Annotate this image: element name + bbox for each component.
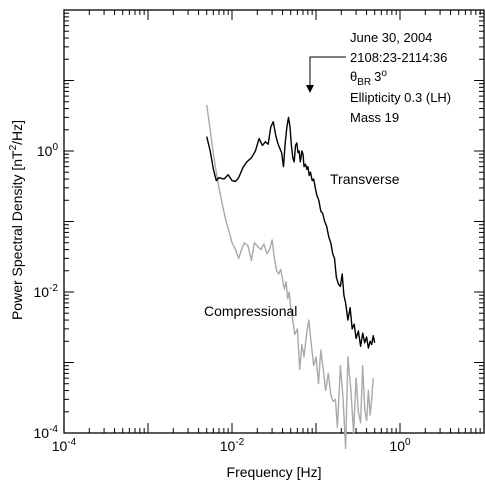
- x-tick-label: 10-4: [52, 437, 77, 454]
- annotation-ellipticity: Ellipticity 0.3 (LH): [350, 90, 451, 105]
- y-axis-label: Power Spectral Density [nT2/Hz]: [8, 120, 25, 320]
- x-tick-label: 10-2: [220, 437, 245, 454]
- theta-degree: o: [381, 68, 387, 79]
- annotation-time-range: 2108:23-2114:36: [350, 50, 447, 65]
- plot-frame: [63, 9, 485, 434]
- theta-subscript: BR: [357, 77, 371, 88]
- series-layer: [206, 104, 376, 450]
- y-axis-label-sup: 2: [8, 144, 19, 150]
- minor-ticks: [64, 10, 484, 433]
- y-axis-label-base: Power Spectral Density [nT: [9, 150, 25, 320]
- series-line-transverse: [206, 116, 376, 349]
- y-tick-label: 100: [37, 142, 59, 159]
- annotation-theta: θBR 3o: [350, 68, 387, 88]
- tick-labels: 10-4 10-2 100 10-4 10-2 100: [34, 142, 411, 454]
- theta-symbol: θ: [350, 69, 357, 84]
- annotation-arrow-line: [309, 56, 346, 86]
- x-axis-label: Frequency [Hz]: [227, 464, 322, 480]
- y-tick-label: 10-2: [34, 283, 59, 300]
- annotation-arrowhead: [306, 85, 314, 93]
- y-axis-label-tail: /Hz]: [9, 120, 25, 145]
- annotation-date: June 30, 2004: [350, 30, 432, 45]
- series-label-compressional: Compressional: [204, 303, 297, 319]
- annotation-block: June 30, 2004 2108:23-2114:36 θBR 3o Elli…: [306, 30, 451, 125]
- series-line-compressional: [206, 104, 374, 450]
- annotation-mass: Mass 19: [350, 110, 399, 125]
- major-ticks: [63, 10, 484, 434]
- x-tick-label: 100: [389, 437, 411, 454]
- y-tick-label: 10-4: [34, 424, 59, 441]
- theta-value: 3: [374, 69, 381, 84]
- series-label-transverse: Transverse: [330, 171, 400, 187]
